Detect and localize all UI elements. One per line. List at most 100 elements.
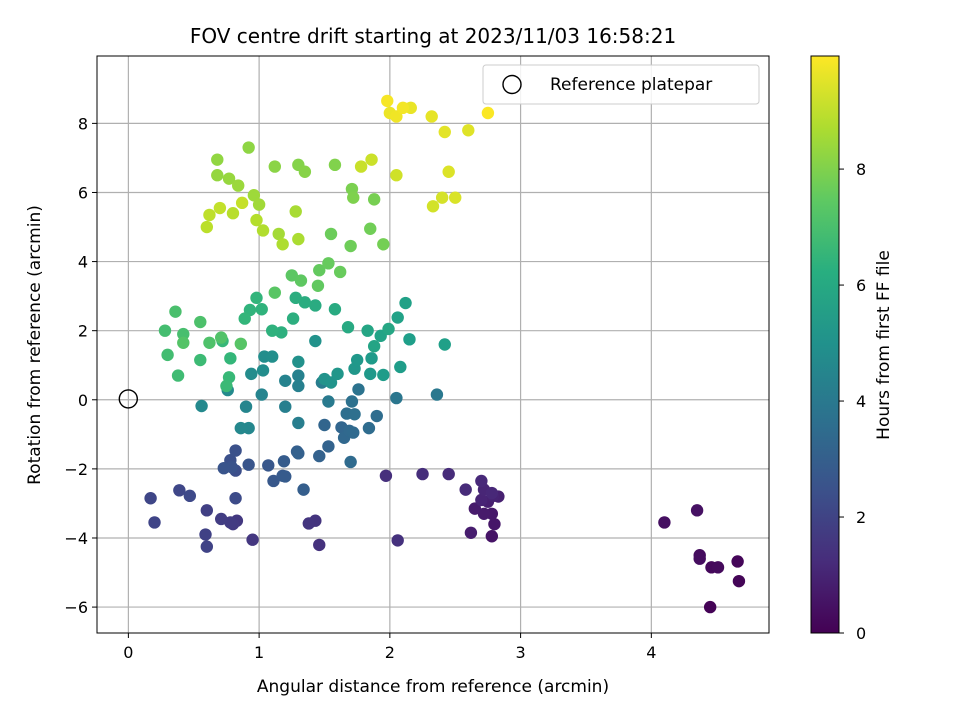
data-point — [256, 364, 270, 377]
data-point — [292, 369, 305, 382]
data-point — [485, 486, 499, 500]
data-point — [286, 312, 300, 325]
data-point — [298, 296, 312, 309]
colorbar: 0 2 4 6 8 Hours from first FF file — [810, 55, 894, 643]
data-points — [144, 94, 746, 614]
data-point — [377, 238, 390, 251]
data-point — [279, 470, 292, 483]
data-point — [285, 269, 299, 282]
data-point — [200, 220, 214, 234]
data-point — [229, 444, 242, 457]
data-point — [344, 455, 357, 469]
data-point — [211, 169, 224, 182]
data-point — [144, 492, 157, 505]
data-point — [365, 153, 378, 166]
data-point — [183, 489, 197, 503]
data-point — [194, 353, 207, 367]
data-point — [252, 198, 266, 211]
y-tick-label: −6 — [64, 598, 88, 617]
data-point — [475, 474, 488, 488]
data-point — [425, 110, 438, 123]
data-point — [247, 189, 261, 202]
data-point — [289, 205, 302, 218]
data-point — [370, 409, 383, 423]
data-point — [203, 336, 216, 349]
y-tick-label: 4 — [78, 253, 88, 272]
data-point — [328, 158, 342, 172]
data-point — [211, 153, 224, 166]
reference-point-marker — [118, 389, 139, 409]
data-point — [347, 191, 360, 204]
data-point — [732, 574, 746, 588]
data-point — [322, 395, 335, 408]
data-point — [272, 227, 285, 241]
data-point — [347, 426, 360, 439]
data-point — [292, 447, 305, 460]
data-point — [426, 200, 440, 213]
data-point — [302, 517, 315, 530]
colorbar-tick-label: 4 — [856, 392, 866, 411]
data-point — [215, 512, 228, 526]
data-point — [234, 421, 248, 435]
legend-box — [482, 64, 760, 105]
data-point — [322, 257, 335, 270]
data-point — [235, 196, 249, 210]
data-point — [381, 94, 394, 108]
data-point — [222, 172, 236, 185]
data-point — [250, 291, 263, 305]
y-tick-label: 8 — [78, 114, 88, 133]
data-point — [200, 540, 214, 553]
colorbar-gradient — [810, 55, 840, 634]
data-point — [390, 110, 403, 123]
data-point — [658, 516, 671, 529]
data-point — [195, 399, 208, 413]
data-point — [367, 340, 381, 353]
data-point — [382, 322, 395, 336]
data-point — [711, 561, 725, 574]
data-point — [289, 291, 302, 305]
data-point — [224, 352, 237, 365]
colorbar-ticks: 0 2 4 6 8 — [839, 160, 866, 643]
data-point — [238, 312, 251, 325]
data-point — [361, 324, 374, 337]
data-point — [213, 201, 227, 215]
data-point — [309, 299, 322, 312]
data-point — [333, 265, 347, 279]
data-point — [313, 264, 326, 277]
x-axis-ticks: 0 1 2 3 4 — [123, 633, 656, 662]
data-point — [255, 388, 268, 401]
data-point — [265, 324, 279, 337]
data-point — [403, 333, 416, 346]
colorbar-tick-label: 2 — [856, 508, 866, 527]
data-point — [348, 408, 361, 421]
y-axis-ticks: −6 −4 −2 0 2 4 6 8 — [64, 114, 97, 617]
data-point — [234, 337, 248, 351]
y-tick-label: −2 — [64, 460, 88, 479]
data-point — [322, 440, 335, 453]
data-point — [311, 279, 325, 292]
data-point — [268, 286, 282, 299]
data-point — [703, 600, 717, 614]
data-point — [477, 507, 491, 520]
data-point — [292, 416, 305, 430]
data-point — [328, 303, 342, 316]
legend-label: Reference platepar — [550, 75, 712, 95]
data-point — [226, 207, 240, 220]
x-axis-label: Angular distance from reference (arcmin) — [257, 677, 609, 697]
data-point — [324, 376, 338, 389]
data-point — [215, 331, 228, 344]
data-point — [354, 160, 368, 173]
data-point — [313, 538, 326, 552]
data-point — [158, 324, 172, 337]
x-tick-label: 0 — [123, 643, 133, 662]
data-point — [246, 533, 259, 546]
data-point — [203, 208, 216, 222]
data-point — [279, 374, 292, 387]
data-point — [442, 165, 455, 178]
data-point — [265, 350, 279, 363]
y-tick-label: 6 — [78, 183, 88, 202]
data-point — [475, 493, 488, 507]
data-point — [309, 334, 322, 348]
data-point — [468, 502, 482, 515]
